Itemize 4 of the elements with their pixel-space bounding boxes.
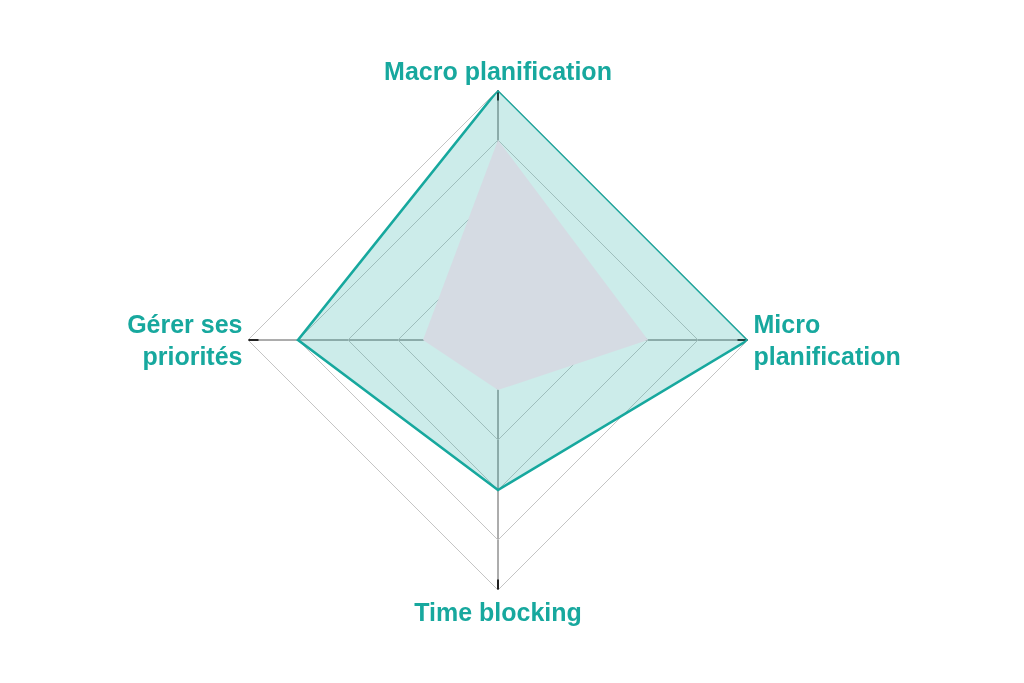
- spoke-label: Macro planification: [384, 56, 612, 85]
- spoke-label: Micro planification: [753, 309, 901, 370]
- spoke-label: Time blocking: [414, 597, 582, 626]
- spoke-label: Gérer ses priorités: [127, 309, 243, 370]
